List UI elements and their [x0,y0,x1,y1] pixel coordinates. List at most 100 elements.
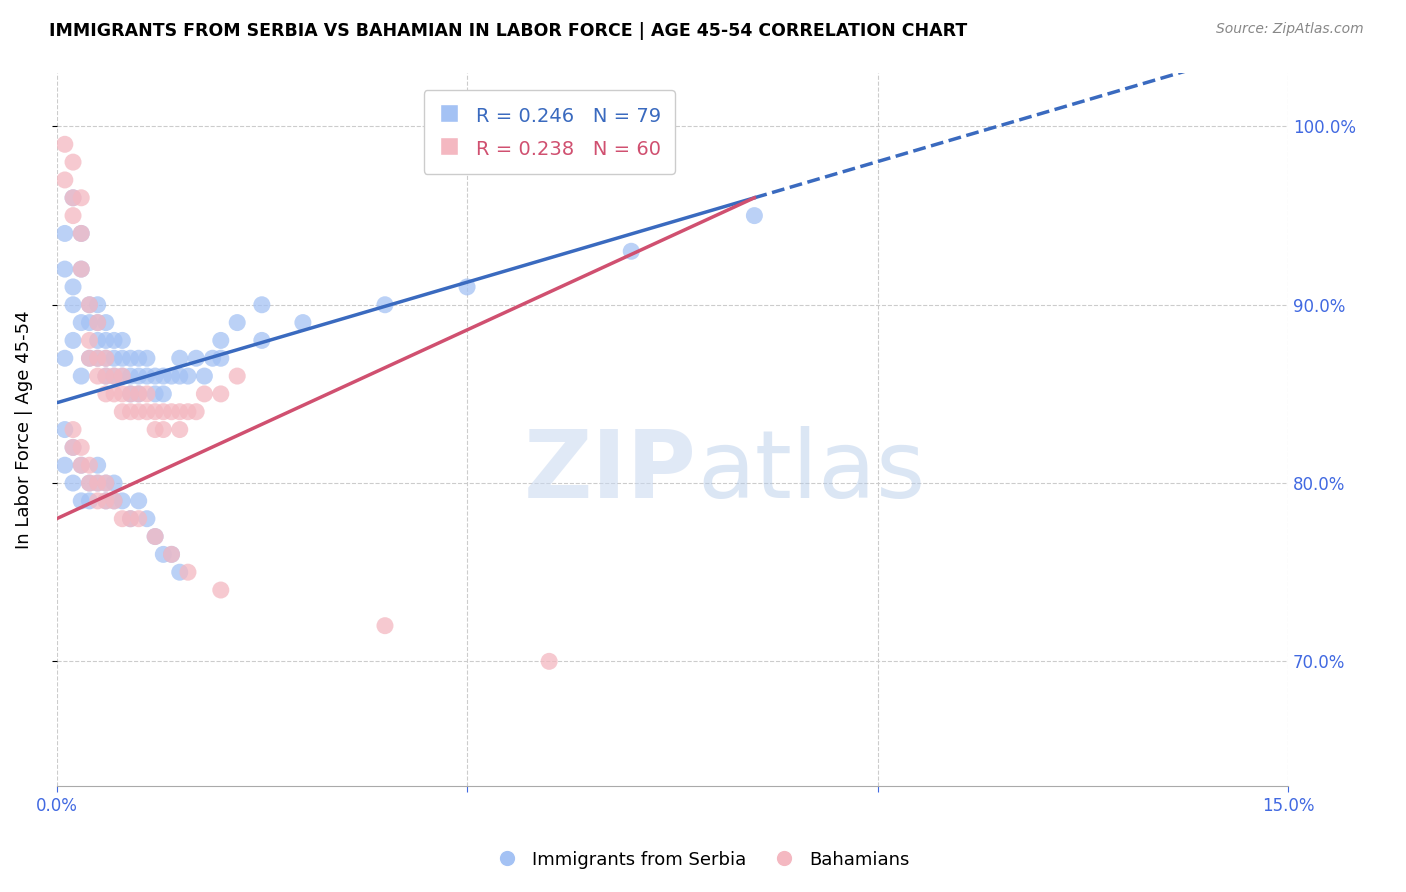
Point [70,441,93,455]
Point [143,423,166,437]
Point [86,476,108,491]
Point [103,476,125,491]
Point [53,351,76,366]
Point [160,369,183,384]
Y-axis label: In Labor Force | Age 45-54: In Labor Force | Age 45-54 [15,310,32,549]
Point [169,423,191,437]
Point [128,387,150,401]
Point [70,458,93,473]
Point [62,209,84,223]
Point [62,155,84,169]
Point [209,351,232,366]
Text: Source: ZipAtlas.com: Source: ZipAtlas.com [1216,22,1364,37]
Point [128,494,150,508]
Point [226,369,249,384]
Point [94,476,117,491]
Point [120,387,142,401]
Point [53,227,76,241]
Point [70,458,93,473]
Point [94,334,117,348]
Point [226,316,249,330]
Point [143,405,166,419]
Point [250,298,273,312]
Point [135,512,157,526]
Point [103,494,125,508]
Point [62,441,84,455]
Point [193,387,215,401]
Point [53,137,76,152]
Point [128,512,150,526]
Point [177,565,200,579]
Point [62,423,84,437]
Point [152,547,174,561]
Point [152,387,174,401]
Point [152,369,174,384]
Point [111,405,134,419]
Point [62,191,84,205]
Point [169,351,191,366]
Point [70,262,93,277]
Point [62,476,84,491]
Point [143,529,166,543]
Point [94,369,117,384]
Point [94,494,117,508]
Point [94,369,117,384]
Point [152,423,174,437]
Point [70,227,93,241]
Point [62,298,84,312]
Point [135,405,157,419]
Point [62,441,84,455]
Point [86,298,108,312]
Point [94,494,117,508]
Point [169,369,191,384]
Legend: Immigrants from Serbia, Bahamians: Immigrants from Serbia, Bahamians [489,844,917,876]
Point [135,351,157,366]
Point [86,316,108,330]
Point [79,298,101,312]
Point [94,387,117,401]
Point [79,298,101,312]
Point [79,494,101,508]
Point [103,334,125,348]
Point [94,351,117,366]
Point [111,334,134,348]
Point [128,405,150,419]
Point [209,387,232,401]
Text: IMMIGRANTS FROM SERBIA VS BAHAMIAN IN LABOR FORCE | AGE 45-54 CORRELATION CHART: IMMIGRANTS FROM SERBIA VS BAHAMIAN IN LA… [49,22,967,40]
Point [111,494,134,508]
Point [135,369,157,384]
Text: ZIP: ZIP [524,426,697,518]
Point [53,423,76,437]
Point [70,369,93,384]
Point [177,405,200,419]
Point [70,227,93,241]
Point [374,298,396,312]
Text: atlas: atlas [697,426,925,518]
Point [177,369,200,384]
Point [120,512,142,526]
Point [193,369,215,384]
Point [79,476,101,491]
Point [160,547,183,561]
Point [620,244,643,259]
Point [79,458,101,473]
Point [143,387,166,401]
Point [94,316,117,330]
Point [86,316,108,330]
Point [160,405,183,419]
Point [70,191,93,205]
Point [53,458,76,473]
Point [169,565,191,579]
Point [128,351,150,366]
Point [86,369,108,384]
Point [209,582,232,597]
Point [53,262,76,277]
Point [53,173,76,187]
Point [86,351,108,366]
Point [86,458,108,473]
Point [744,209,766,223]
Point [111,387,134,401]
Point [86,334,108,348]
Point [120,405,142,419]
Point [86,494,108,508]
